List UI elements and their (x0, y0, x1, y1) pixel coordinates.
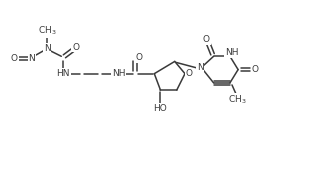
Text: CH$_3$: CH$_3$ (38, 25, 56, 37)
Text: N: N (28, 54, 35, 63)
Text: O: O (11, 54, 18, 63)
Text: O: O (135, 53, 143, 62)
Text: O: O (252, 65, 259, 74)
Text: N: N (197, 63, 204, 72)
Text: HN: HN (57, 69, 70, 78)
Text: NH: NH (112, 69, 125, 78)
Text: O: O (72, 43, 79, 52)
Text: O: O (185, 69, 193, 78)
Text: CH$_3$: CH$_3$ (228, 94, 246, 106)
Text: NH: NH (225, 48, 238, 57)
Text: HO: HO (154, 104, 167, 113)
Text: N: N (43, 44, 50, 53)
Text: O: O (203, 35, 210, 44)
